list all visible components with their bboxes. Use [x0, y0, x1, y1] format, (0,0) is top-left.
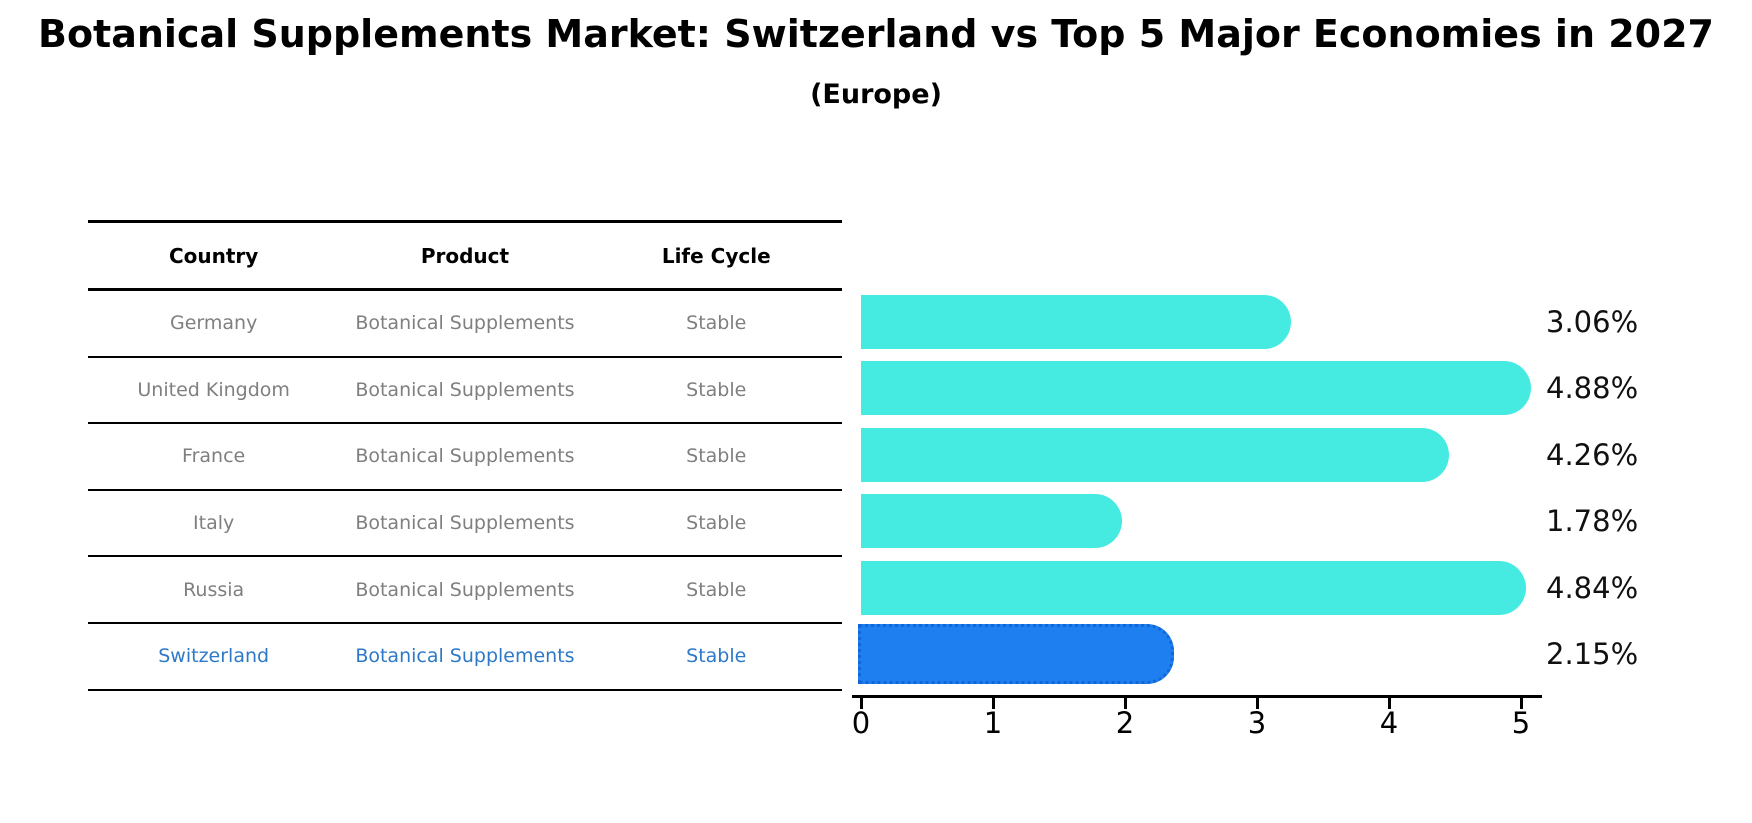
product-cell: Botanical Supplements — [355, 578, 575, 601]
x-axis-tick — [1519, 695, 1523, 709]
country-cell: Switzerland — [158, 645, 270, 668]
x-axis-tick — [991, 695, 995, 709]
life-cycle-cell: Stable — [686, 578, 747, 601]
life-cycle-cell: Stable — [686, 312, 747, 335]
life-cycle-cell: Stable — [686, 378, 747, 401]
x-axis-tick-label: 5 — [1511, 706, 1531, 740]
bar-value-label-united-kingdom: 4.88% — [1546, 371, 1639, 406]
column-header-life-cycle: Life Cycle — [661, 243, 771, 268]
table-row-italy: Italy Botanical Supplements Stable — [88, 491, 842, 558]
bar-germany — [861, 295, 1291, 349]
country-table: Country Product Life Cycle Germany Botani… — [88, 220, 842, 691]
bar-value-label-germany: 3.06% — [1546, 305, 1639, 339]
product-cell: Botanical Supplements — [355, 378, 575, 401]
bar-value-label-russia: 4.84% — [1546, 570, 1639, 605]
bar-value-label-italy: 1.78% — [1546, 504, 1639, 539]
bar-russia — [861, 560, 1526, 615]
table-body: Germany Botanical Supplements Stable United… — [88, 291, 842, 691]
product-cell: Botanical Supplements — [355, 512, 575, 535]
chart-title: Botanical Supplements Market: Switzerlan… — [37, 12, 1714, 56]
x-axis-tick-label: 4 — [1379, 706, 1399, 740]
x-axis-tick — [1255, 695, 1259, 709]
table-header-row: Country Product Life Cycle — [88, 223, 842, 291]
product-cell: Botanical Supplements — [355, 312, 575, 335]
life-cycle-cell: Stable — [686, 445, 747, 468]
x-axis-line — [852, 695, 1542, 698]
product-cell: Botanical Supplements — [355, 445, 575, 468]
country-cell: Italy — [193, 512, 235, 535]
column-header-country: Country — [168, 243, 259, 268]
x-axis-tick-label: 0 — [851, 706, 871, 740]
table-row-united-kingdom: United Kingdom Botanical Supplements Stabl… — [88, 358, 842, 425]
country-cell: France — [182, 445, 246, 468]
bar-united-kingdom — [861, 361, 1532, 416]
bar-value-label-switzerland: 2.15% — [1546, 637, 1639, 671]
bar-switzerland — [858, 624, 1174, 684]
table-row-france: France Botanical Supplements Stable — [88, 424, 842, 491]
x-axis-tick-label: 1 — [983, 706, 1003, 740]
table-row-russia: Russia Botanical Supplements Stable — [88, 557, 842, 624]
table-row-switzerland: Switzerland Botanical Supplements Stable — [88, 624, 842, 691]
x-axis-tick-label: 2 — [1115, 706, 1135, 740]
bar-value-label-france: 4.26% — [1546, 437, 1639, 472]
life-cycle-cell: Stable — [686, 645, 747, 668]
table-row-germany: Germany Botanical Supplements Stable — [88, 291, 842, 358]
column-header-product: Product — [420, 243, 510, 268]
x-axis-tick — [1387, 695, 1391, 709]
country-cell: Russia — [183, 578, 245, 601]
life-cycle-cell: Stable — [686, 512, 747, 535]
country-cell: Germany — [169, 312, 258, 335]
bar-italy — [861, 494, 1122, 549]
x-axis-tick-label: 3 — [1247, 706, 1267, 740]
x-axis-tick — [1123, 695, 1127, 709]
chart-subtitle: (Europe) — [810, 79, 942, 110]
product-cell: Botanical Supplements — [355, 645, 575, 668]
x-axis-tick — [859, 695, 863, 709]
bar-france — [861, 427, 1450, 482]
country-cell: United Kingdom — [137, 378, 290, 401]
